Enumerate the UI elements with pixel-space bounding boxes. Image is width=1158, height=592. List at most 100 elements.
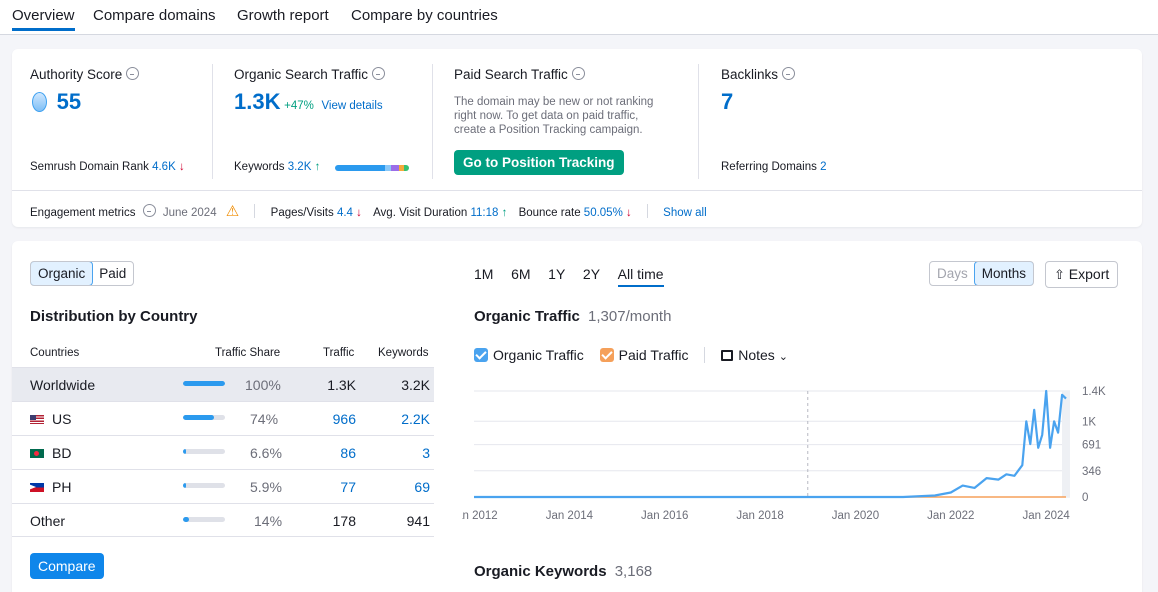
chart-legend: Organic Traffic Paid Traffic Notes ⌄ [474,347,788,363]
divider [704,347,706,363]
y-tick-label: 691 [1082,440,1101,452]
legend-organic[interactable]: Organic Traffic [474,347,584,363]
arrow-down-icon: ↓ [178,161,185,173]
organic-keywords-heading: Organic Keywords 3,168 [474,563,652,580]
organic-keywords-title: Organic Keywords [474,563,607,580]
bounce-rate-value: 50.05% [583,207,623,219]
notes-icon [721,350,734,361]
tab-compare-by-countries[interactable]: Compare by countries [351,7,498,24]
x-tick-label: Jan 2014 [546,510,594,522]
divider [698,64,699,179]
country-bd: BD [30,445,71,461]
period-all-time[interactable]: All time [617,266,664,287]
arrow-up-icon: ↑ [314,161,321,173]
engagement-row: Engagement metrics June 2024 ⚠ Pages/Vis… [30,202,707,220]
share-value: 5.9% [250,479,282,495]
toggle-organic[interactable]: Organic [31,262,94,285]
share-bar [183,483,225,488]
country-name: Other [30,513,66,529]
export-icon: ⇧ [1054,267,1065,282]
granularity-months[interactable]: Months [973,262,1034,285]
paid-note: The domain may be new or not ranking rig… [454,95,653,137]
shield-icon [32,92,47,112]
period-1y[interactable]: 1Y [548,266,566,282]
metrics-card: Authority Score 55 Semrush Domain Rank 4… [12,49,1142,227]
checkbox-icon [599,348,614,362]
y-tick-label: 346 [1082,466,1101,478]
traffic-value[interactable]: 77 [340,479,356,495]
x-tick-label: Jan 2018 [736,510,783,522]
table-row[interactable]: Other 14% 178 941 [12,503,434,537]
referring-domains-value[interactable]: 2 [820,161,827,173]
organic-traffic-line [474,389,1067,499]
period-1m[interactable]: 1M [474,266,494,282]
keywords-value[interactable]: 69 [414,479,430,495]
referring-domains: Referring Domains 2 [721,161,826,173]
info-icon[interactable] [372,67,386,80]
backlinks-label-text: Backlinks [721,67,779,82]
tab-compare-domains[interactable]: Compare domains [93,7,216,24]
authority-value-text: 55 [56,89,82,114]
visit-duration-label: Avg. Visit Duration [373,207,468,219]
header-traffic[interactable]: Traffic [323,347,355,359]
period-2y[interactable]: 2Y [582,266,601,282]
legend-organic-label: Organic Traffic [493,347,584,363]
export-label: Export [1068,266,1110,282]
granularity-toggle: Days Months [929,261,1035,286]
organic-traffic-label: Organic Search Traffic [234,67,386,82]
engagement-date: June 2024 [162,207,217,219]
organic-traffic-title: Organic Traffic [474,308,580,325]
keywords-value[interactable]: 3.2K [287,161,312,173]
distribution-title: Distribution by Country [30,308,198,325]
warning-icon[interactable]: ⚠ [225,203,240,220]
organic-label-text: Organic Search Traffic [234,67,369,82]
table-row[interactable]: PH 5.9% 77 69 [12,469,434,503]
tab-growth-report[interactable]: Growth report [237,7,329,24]
info-icon[interactable] [782,67,796,80]
tab-overview[interactable]: Overview [12,7,75,31]
domain-rank-value[interactable]: 4.6K [152,161,176,173]
organic-traffic-chart[interactable]: 0 346 691 1K 1.4K Jan 2012 Jan 2014 Jan 2016 Jan… [462,381,1132,531]
info-icon[interactable] [142,204,156,217]
table-row[interactable]: US 74% 966 2.2K [12,401,434,435]
notes-dropdown[interactable]: Notes ⌄ [721,347,788,363]
divider [432,64,433,179]
authority-score-value[interactable]: 55 [32,89,81,115]
compare-button[interactable]: Compare [30,553,104,579]
paid-traffic-label: Paid Search Traffic [454,67,585,82]
x-tick-label: Jan 2020 [832,510,879,522]
bounce-rate-label: Bounce rate [518,207,581,219]
traffic-value[interactable]: 966 [332,411,356,427]
view-details-link[interactable]: View details [321,100,383,112]
info-icon[interactable] [571,67,585,80]
engagement-label: Engagement metrics [30,207,136,219]
keywords-value[interactable]: 2.2K [401,411,430,427]
country-us: US [30,411,71,427]
info-icon[interactable] [126,67,140,80]
go-to-position-tracking-button[interactable]: Go to Position Tracking [454,150,624,175]
show-all-link[interactable]: Show all [663,207,707,219]
keywords-distribution-bar[interactable] [335,165,409,171]
backlinks-label: Backlinks [721,67,796,82]
organic-keywords-count: 3,168 [614,563,653,580]
share-value: 6.6% [250,445,282,461]
toggle-paid[interactable]: Paid [99,266,127,281]
export-button[interactable]: ⇧ Export [1045,261,1119,288]
traffic-value[interactable]: 86 [340,445,356,461]
organic-traffic-rate: 1,307/month [588,308,672,325]
granularity-days[interactable]: Days [937,266,968,281]
paid-note-line: create a Position Tracking campaign. [454,124,643,136]
share-value: 100% [245,377,281,393]
period-6m[interactable]: 6M [511,266,531,282]
table-row[interactable]: Worldwide 100% 1.3K 3.2K [12,367,434,401]
backlinks-value[interactable]: 7 [721,89,734,114]
organic-paid-toggle: Organic Paid [30,261,135,286]
organic-value-text[interactable]: 1.3K [234,89,281,114]
header-keywords[interactable]: Keywords [378,347,429,359]
table-row[interactable]: BD 6.6% 86 3 [12,435,434,469]
header-traffic-share[interactable]: Traffic Share [215,347,281,359]
paid-note-line: The domain may be new or not ranking [454,96,654,108]
legend-paid[interactable]: Paid Traffic [599,347,688,363]
keywords-value[interactable]: 3 [422,445,430,461]
y-tick-label: 0 [1082,492,1088,504]
